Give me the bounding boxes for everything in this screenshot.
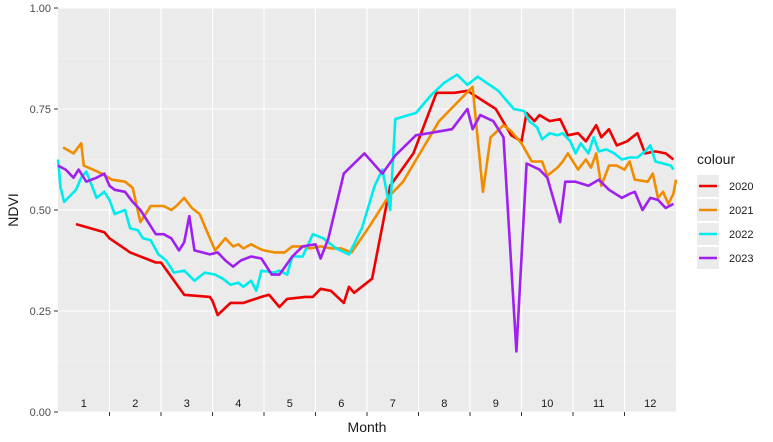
legend: colour 2020 2021 2022 2023 (697, 151, 753, 269)
month-labels: 1 2 3 4 5 6 7 8 9 10 11 12 (81, 398, 657, 410)
legend-label-2023: 2023 (729, 253, 753, 265)
month-label: 9 (493, 398, 499, 410)
y-tick-label: 0.50 (30, 205, 51, 217)
series-line-2021 (62, 85, 678, 254)
y-tick-label: 0.25 (30, 306, 51, 318)
month-label: 7 (390, 398, 396, 410)
legend-label-2021: 2021 (729, 205, 753, 217)
month-label: 1 (81, 398, 87, 410)
x-axis-title: Month (348, 419, 387, 435)
series-line-2023 (57, 107, 675, 353)
legend-label-2020: 2020 (729, 181, 753, 193)
series-lines (56, 73, 678, 353)
y-tick-label: 0.00 (30, 407, 51, 419)
series-line-2022 (56, 73, 675, 293)
month-label: 6 (338, 398, 344, 410)
x-axis (109, 412, 625, 416)
month-label: 11 (593, 398, 604, 410)
month-label: 12 (644, 398, 656, 410)
month-label: 3 (184, 398, 190, 410)
y-axis-title: NDVI (5, 193, 21, 226)
month-label: 5 (287, 398, 293, 410)
legend-title: colour (697, 151, 735, 167)
legend-items: 2020 2021 2022 2023 (697, 175, 753, 269)
legend-label-2022: 2022 (729, 229, 753, 241)
series-line-2020 (75, 89, 675, 317)
y-axis: 0.00 0.25 0.50 0.75 1.00 (30, 3, 58, 419)
month-label: 4 (235, 398, 241, 410)
y-tick-label: 1.00 (30, 3, 51, 15)
month-label: 10 (541, 398, 553, 410)
month-label: 8 (441, 398, 447, 410)
y-tick-label: 0.75 (30, 104, 51, 116)
month-label: 2 (132, 398, 138, 410)
